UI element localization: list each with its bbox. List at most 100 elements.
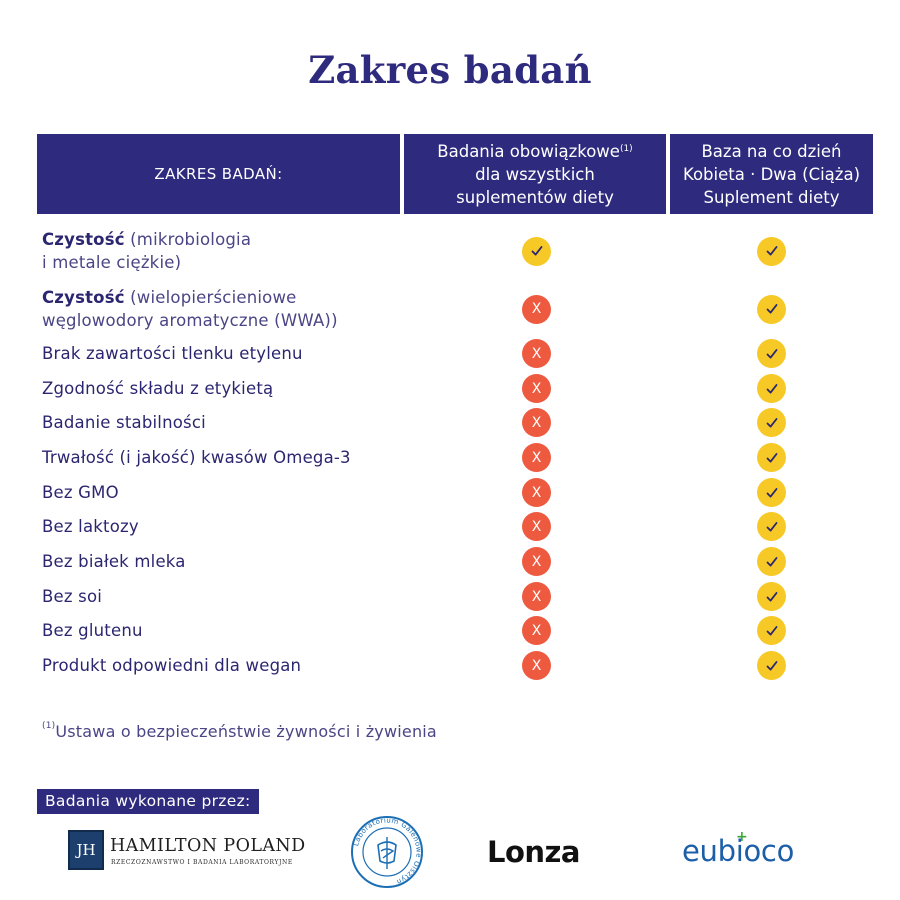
row-label: Bez GMO xyxy=(42,481,119,504)
row-label-bold: Czystość xyxy=(42,230,125,249)
row-label: Zgodność składu z etykietą xyxy=(42,377,273,400)
row-label-text: Trwałość (i jakość) kwasów Omega-3 xyxy=(42,448,351,467)
table-row: Bez białek mleka X xyxy=(42,547,872,576)
product-test-mark-check-icon xyxy=(757,547,786,576)
row-label: Bez laktozy xyxy=(42,515,139,538)
table-row: Bez soi X xyxy=(42,582,872,611)
laboratorium-galenowe-logo: Laboratorium Galenowe Olsztyn xyxy=(350,815,424,889)
row-label-text: Badanie stabilności xyxy=(42,413,206,432)
product-test-mark-check-icon xyxy=(757,443,786,472)
mandatory-test-mark-check-icon xyxy=(522,236,551,266)
cross-glyph: X xyxy=(531,588,542,605)
eubioco-plus-icon: + xyxy=(736,829,748,845)
row-label: Brak zawartości tlenku etylenu xyxy=(42,342,303,365)
row-label-detail-line2: i metale ciężkie) xyxy=(42,253,182,272)
hamilton-name: HAMILTON POLAND xyxy=(110,836,306,856)
cross-glyph: X xyxy=(531,484,542,501)
header-scope: ZAKRES BADAŃ: xyxy=(37,134,400,214)
row-label: Bez glutenu xyxy=(42,619,143,642)
row-label-text: Bez białek mleka xyxy=(42,552,186,571)
row-label-text: Zgodność składu z etykietą xyxy=(42,379,274,398)
row-label-bold: Czystość xyxy=(42,288,125,307)
product-test-mark-check-icon xyxy=(757,339,786,368)
cross-glyph: X xyxy=(531,414,542,431)
row-label: Badanie stabilności xyxy=(42,411,206,434)
mandatory-test-mark-cross-icon: X xyxy=(522,443,551,472)
cross-glyph: X xyxy=(531,553,542,570)
table-row: Produkt odpowiedni dla wegan X xyxy=(42,651,872,680)
mandatory-test-mark-cross-icon: X xyxy=(522,408,551,437)
row-label: Produkt odpowiedni dla wegan xyxy=(42,654,301,677)
product-test-mark-check-icon xyxy=(757,651,786,680)
table-row: Czystość (mikrobiologia i metale ciężkie) xyxy=(42,228,872,274)
mandatory-test-mark-cross-icon: X xyxy=(522,374,551,403)
row-label: Czystość (mikrobiologia i metale ciężkie) xyxy=(42,228,251,274)
hamilton-tagline: RZECZOZNAWSTWO I BADANIA LABORATORYJNE xyxy=(111,859,293,866)
row-label: Trwałość (i jakość) kwasów Omega-3 xyxy=(42,446,351,469)
made-by-label: Badania wykonane przez: xyxy=(37,789,259,814)
product-test-mark-check-icon xyxy=(757,512,786,541)
header-scope-label: ZAKRES BADAŃ: xyxy=(154,164,283,183)
hamilton-monogram: JH xyxy=(68,830,104,870)
mandatory-test-mark-cross-icon: X xyxy=(522,478,551,507)
header-mandatory-line3: suplementów diety xyxy=(456,187,614,207)
lonza-logo: Lonza xyxy=(487,835,581,869)
eubioco-logo: eubioco xyxy=(682,834,795,868)
table-row: Czystość (wielopierścieniowe węglowodory … xyxy=(42,286,872,332)
table-row: Bez glutenu X xyxy=(42,616,872,645)
footnote-text: Ustawa o bezpieczeństwie żywności i żywi… xyxy=(55,722,437,741)
row-label: Czystość (wielopierścieniowe węglowodory … xyxy=(42,286,338,332)
product-test-mark-check-icon xyxy=(757,294,786,324)
mandatory-test-mark-cross-icon: X xyxy=(522,616,551,645)
hamilton-poland-logo: JH HAMILTON POLAND RZECZOZNAWSTWO I BADA… xyxy=(68,830,305,872)
product-test-mark-check-icon xyxy=(757,408,786,437)
header-product: Baza na co dzień Kobieta · Dwa (Ciąża) S… xyxy=(670,134,873,214)
mandatory-test-mark-cross-icon: X xyxy=(522,547,551,576)
mandatory-test-mark-cross-icon: X xyxy=(522,582,551,611)
page-title: Zakres badań xyxy=(308,48,592,92)
table-row: Trwałość (i jakość) kwasów Omega-3 X xyxy=(42,443,872,472)
table-row: Brak zawartości tlenku etylenu X xyxy=(42,339,872,368)
row-label-text: Produkt odpowiedni dla wegan xyxy=(42,656,302,675)
row-label-text: Bez glutenu xyxy=(42,621,143,640)
row-label-text: Bez soi xyxy=(42,587,103,606)
footnote-marker: (1) xyxy=(42,721,56,731)
header-product-line2: Kobieta · Dwa (Ciąża) xyxy=(682,164,861,184)
mandatory-test-mark-cross-icon: X xyxy=(522,512,551,541)
row-label-detail: (mikrobiologia xyxy=(124,230,252,249)
row-label-text: Bez laktozy xyxy=(42,517,139,536)
header-mandatory-line1: Badania obowiązkowe xyxy=(437,141,620,161)
product-test-mark-check-icon xyxy=(757,374,786,403)
mandatory-test-mark-cross-icon: X xyxy=(522,294,551,324)
product-test-mark-check-icon xyxy=(757,478,786,507)
cross-glyph: X xyxy=(531,518,542,535)
table-row: Bez GMO X xyxy=(42,478,872,507)
cross-glyph: X xyxy=(531,449,542,466)
mandatory-test-mark-cross-icon: X xyxy=(522,339,551,368)
header-mandatory-tests: Badania obowiązkowe(1) dla wszystkich su… xyxy=(404,134,666,214)
product-test-mark-check-icon xyxy=(757,616,786,645)
header-product-line3: Suplement diety xyxy=(703,187,840,207)
cross-glyph: X xyxy=(531,380,542,397)
mandatory-test-mark-cross-icon: X xyxy=(522,651,551,680)
row-label-text: Bez GMO xyxy=(42,483,119,502)
header-mandatory-footnote-ref: (1) xyxy=(619,143,633,154)
cross-glyph: X xyxy=(531,622,542,639)
header-mandatory-line2: dla wszystkich xyxy=(475,164,595,184)
row-label: Bez soi xyxy=(42,585,102,608)
lab-seal-icon: Laboratorium Galenowe Olsztyn xyxy=(351,816,423,888)
table-row: Zgodność składu z etykietą X xyxy=(42,374,872,403)
cross-glyph: X xyxy=(531,657,542,674)
row-label-text: Brak zawartości tlenku etylenu xyxy=(42,344,303,363)
table-row: Bez laktozy X xyxy=(42,512,872,541)
row-label-detail: (wielopierścieniowe xyxy=(124,288,297,307)
header-product-line1: Baza na co dzień xyxy=(701,141,842,161)
product-test-mark-check-icon xyxy=(757,582,786,611)
footnote: (1)Ustawa o bezpieczeństwie żywności i ż… xyxy=(42,721,437,741)
row-label-detail-line2: węglowodory aromatyczne (WWA)) xyxy=(42,311,338,330)
row-label: Bez białek mleka xyxy=(42,550,186,573)
cross-glyph: X xyxy=(531,301,542,317)
table-row: Badanie stabilności X xyxy=(42,408,872,437)
product-test-mark-check-icon xyxy=(757,236,786,266)
cross-glyph: X xyxy=(531,345,542,362)
